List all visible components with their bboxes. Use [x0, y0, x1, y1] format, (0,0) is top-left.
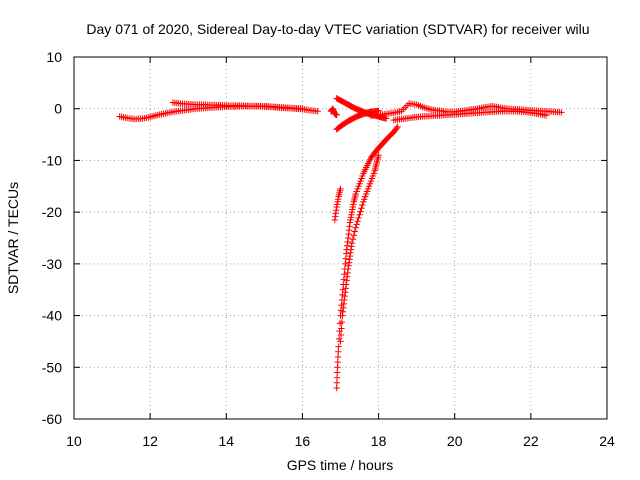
- point-marker: [375, 152, 382, 159]
- series-8: [337, 152, 382, 345]
- point-marker: [349, 236, 357, 243]
- point-marker: [335, 343, 342, 350]
- x-axis-label: GPS time / hours: [287, 457, 394, 473]
- point-marker: [348, 239, 356, 247]
- series-4: [333, 107, 382, 133]
- point-marker: [358, 205, 365, 212]
- y-tick-label: 10: [46, 49, 62, 65]
- point-marker: [353, 221, 360, 228]
- y-tick-label: -30: [42, 256, 62, 272]
- x-tick-label: 12: [142, 433, 158, 449]
- x-tick-label: 20: [447, 433, 463, 449]
- series-9: [331, 185, 344, 224]
- x-tick-label: 16: [295, 433, 311, 449]
- point-marker: [394, 123, 401, 131]
- point-marker: [357, 208, 364, 215]
- point-marker: [355, 214, 362, 222]
- plot-frame: [73, 56, 608, 420]
- data-points: [116, 95, 565, 392]
- y-axis-label: SDTVAR / TECUs: [5, 182, 21, 294]
- y-tick-label: -40: [42, 308, 62, 324]
- series-7: [333, 123, 401, 392]
- series-2: [327, 105, 340, 119]
- chart-title: Day 071 of 2020, Sidereal Day-to-day VTE…: [86, 21, 589, 37]
- series-1: [169, 99, 306, 112]
- y-tick-label: 0: [54, 101, 62, 117]
- y-tick-label: -50: [42, 359, 62, 375]
- point-marker: [558, 109, 565, 116]
- point-marker: [542, 112, 550, 119]
- series-6: [390, 108, 550, 124]
- point-marker: [354, 217, 361, 225]
- point-marker: [393, 124, 400, 132]
- x-tick-label: 22: [523, 433, 539, 449]
- x-tick-label: 10: [66, 433, 82, 449]
- point-marker: [352, 224, 359, 231]
- x-tick-label: 14: [218, 433, 234, 449]
- axis-ticks: 10 12 14 16 18 20 22 24 10 0 -10 -20 -30 -40 -50 -60: [42, 49, 615, 449]
- point-marker: [351, 228, 358, 235]
- x-tick-label: 18: [371, 433, 387, 449]
- point-marker: [333, 111, 340, 119]
- x-tick-label: 24: [599, 433, 615, 449]
- point-marker: [314, 108, 321, 115]
- y-tick-label: -60: [42, 411, 62, 427]
- point-marker: [338, 318, 346, 326]
- y-tick-label: -10: [42, 152, 62, 168]
- point-marker: [359, 201, 366, 209]
- point-marker: [356, 211, 363, 218]
- point-marker: [299, 105, 306, 112]
- point-marker: [337, 331, 345, 339]
- point-marker: [338, 325, 345, 332]
- point-marker: [337, 185, 344, 193]
- y-tick-label: -20: [42, 204, 62, 220]
- point-marker: [337, 338, 344, 345]
- point-marker: [350, 232, 358, 239]
